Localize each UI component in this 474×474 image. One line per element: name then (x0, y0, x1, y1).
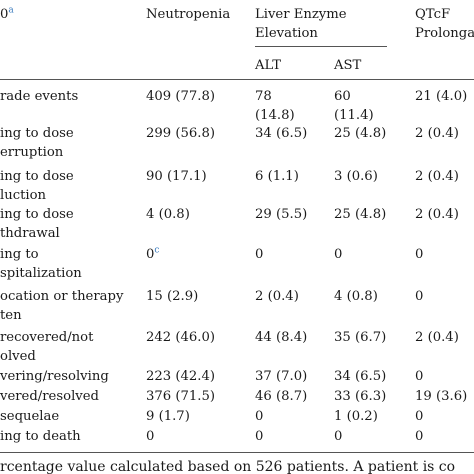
row-1-alt-line-1: 78 (255, 89, 272, 104)
row-4-ast: 25 (4.8) (334, 207, 387, 222)
row-6-ast: 4 (0.8) (334, 289, 378, 304)
row-7-neut: 242 (46.0) (146, 330, 216, 345)
row-11-label: ing to death (0, 429, 81, 444)
footnote-a-marker[interactable]: a (8, 5, 14, 16)
header-qtcf: QTcF (415, 7, 451, 22)
row-10-alt: 0 (255, 409, 264, 424)
row-11-alt: 0 (255, 429, 264, 444)
row-6-alt: 2 (0.4) (255, 289, 299, 304)
row-2-alt: 34 (6.5) (255, 126, 308, 141)
row-4-label-line-2: thdrawal (0, 226, 60, 241)
row-3-ast: 3 (0.6) (334, 169, 378, 184)
row-9-label: vered/resolved (0, 389, 99, 404)
row-7-label-line-2: olved (0, 349, 36, 364)
table-bottom-rule (0, 452, 474, 453)
row-11-qtcf: 0 (415, 429, 424, 444)
header-neutropenia: Neutropenia (146, 7, 231, 22)
header-qtcf-prolonga: Prolonga (415, 26, 474, 41)
row-1-ast-line-1: 60 (334, 89, 351, 104)
row-7-ast: 35 (6.7) (334, 330, 387, 345)
row-10-qtcf: 0 (415, 409, 424, 424)
row-10-ast: 1 (0.2) (334, 409, 378, 424)
row-3-label-line-1: ing to dose (0, 169, 74, 184)
row-2-label-line-1: ing to dose (0, 126, 74, 141)
row-4-alt: 29 (5.5) (255, 207, 308, 222)
header-alt: ALT (255, 58, 282, 73)
row-8-alt: 37 (7.0) (255, 369, 308, 384)
row-10-neut: 9 (1.7) (146, 409, 190, 424)
row-8-label: vering/resolving (0, 369, 109, 384)
liver-subheader-rule (255, 46, 387, 47)
row-5-neut: 0c (146, 245, 160, 262)
row-2-neut: 299 (56.8) (146, 126, 216, 141)
header-elevation: Elevation (255, 26, 318, 41)
row-7-qtcf: 2 (0.4) (415, 330, 459, 345)
row-1-neut: 409 (77.8) (146, 89, 216, 104)
row-8-neut: 223 (42.4) (146, 369, 216, 384)
row-5-alt: 0 (255, 247, 264, 262)
row-6-label-line-1: ocation or therapy (0, 289, 124, 304)
row-5-label-line-1: ing to (0, 247, 39, 262)
row-5-label-line-2: spitalization (0, 266, 82, 281)
header-col0: 0a (0, 5, 14, 22)
row-1-qtcf: 21 (4.0) (415, 89, 468, 104)
row-1-ast-line-2: (11.4) (334, 108, 374, 123)
row-2-label-line-2: erruption (0, 145, 64, 160)
row-2-ast: 25 (4.8) (334, 126, 387, 141)
row-9-alt: 46 (8.7) (255, 389, 308, 404)
row-4-neut: 4 (0.8) (146, 207, 190, 222)
row-2-qtcf: 2 (0.4) (415, 126, 459, 141)
row-11-ast: 0 (334, 429, 343, 444)
row-8-ast: 34 (6.5) (334, 369, 387, 384)
row-9-ast: 33 (6.3) (334, 389, 387, 404)
row-5-ast: 0 (334, 247, 343, 262)
row-11-neut: 0 (146, 429, 155, 444)
row-4-qtcf: 2 (0.4) (415, 207, 459, 222)
header-liver-enzyme: Liver Enzyme (255, 7, 347, 22)
row-7-alt: 44 (8.4) (255, 330, 308, 345)
row-1-alt-line-2: (14.8) (255, 108, 295, 123)
row-1-label: rade events (0, 89, 79, 104)
row-6-neut: 15 (2.9) (146, 289, 199, 304)
row-3-neut: 90 (17.1) (146, 169, 207, 184)
row-8-qtcf: 0 (415, 369, 424, 384)
row-3-label-line-2: luction (0, 188, 47, 203)
row-9-qtcf: 19 (3.6) (415, 389, 468, 404)
row-6-label-line-2: ten (0, 308, 22, 323)
row-4-label-line-1: ing to dose (0, 207, 74, 222)
row-3-alt: 6 (1.1) (255, 169, 299, 184)
row-5-qtcf: 0 (415, 247, 424, 262)
row-6-qtcf: 0 (415, 289, 424, 304)
footnote-text: rcentage value calculated based on 526 p… (0, 459, 456, 474)
row-9-neut: 376 (71.5) (146, 389, 216, 404)
footnote-c-marker[interactable]: c (154, 245, 160, 256)
header-ast: AST (334, 58, 362, 73)
row-10-label: sequelae (0, 409, 60, 424)
row-3-qtcf: 2 (0.4) (415, 169, 459, 184)
row-7-label-line-1: recovered/not (0, 330, 94, 345)
header-bottom-rule (0, 79, 474, 80)
